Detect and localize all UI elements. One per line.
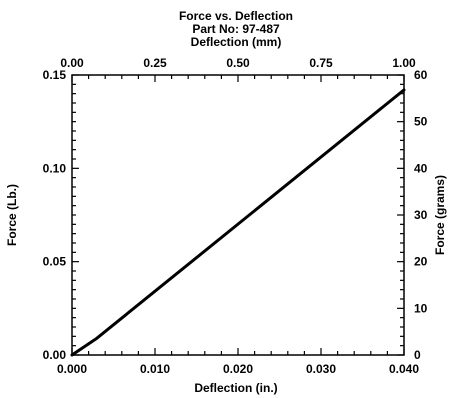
y2-tick-label: 20 (414, 255, 428, 269)
y2-tick-label: 50 (414, 115, 428, 129)
series-line (70, 88, 406, 357)
y2-tick-label: 60 (414, 68, 428, 82)
x2-tick-label: 0.50 (226, 56, 250, 70)
x-tick-label: 0.000 (57, 362, 87, 376)
x-tick-label: 0.010 (140, 362, 170, 376)
y2-tick-label: 10 (414, 301, 428, 315)
chart-title: Force vs. Deflection (179, 9, 293, 23)
y2-tick-label: 40 (414, 161, 428, 175)
x-tick-label: 0.040 (389, 362, 419, 376)
top-axis-label: Deflection (mm) (191, 35, 282, 49)
data-series (70, 88, 406, 357)
plot-frame (71, 74, 405, 356)
x2-tick-label: 1.00 (392, 56, 416, 70)
y-tick-label: 0.15 (43, 68, 67, 82)
y-tick-label: 0.00 (43, 348, 67, 362)
x-tick-label: 0.030 (306, 362, 336, 376)
y2-tick-label: 30 (414, 208, 428, 222)
x2-tick-label: 0.25 (143, 56, 167, 70)
x2-tick-label: 0.00 (60, 56, 84, 70)
x-tick-label: 0.020 (223, 362, 253, 376)
y-tick-label: 0.05 (43, 255, 67, 269)
y-tick-label: 0.10 (43, 161, 67, 175)
y2-tick-label: 0 (414, 348, 421, 362)
chart-subtitle: Part No: 97-487 (192, 22, 280, 36)
x2-tick-label: 0.75 (309, 56, 333, 70)
left-axis-label: Force (Lb.) (5, 184, 19, 246)
right-axis-label: Force (grams) (433, 175, 447, 255)
bottom-axis-label: Deflection (in.) (194, 381, 277, 395)
